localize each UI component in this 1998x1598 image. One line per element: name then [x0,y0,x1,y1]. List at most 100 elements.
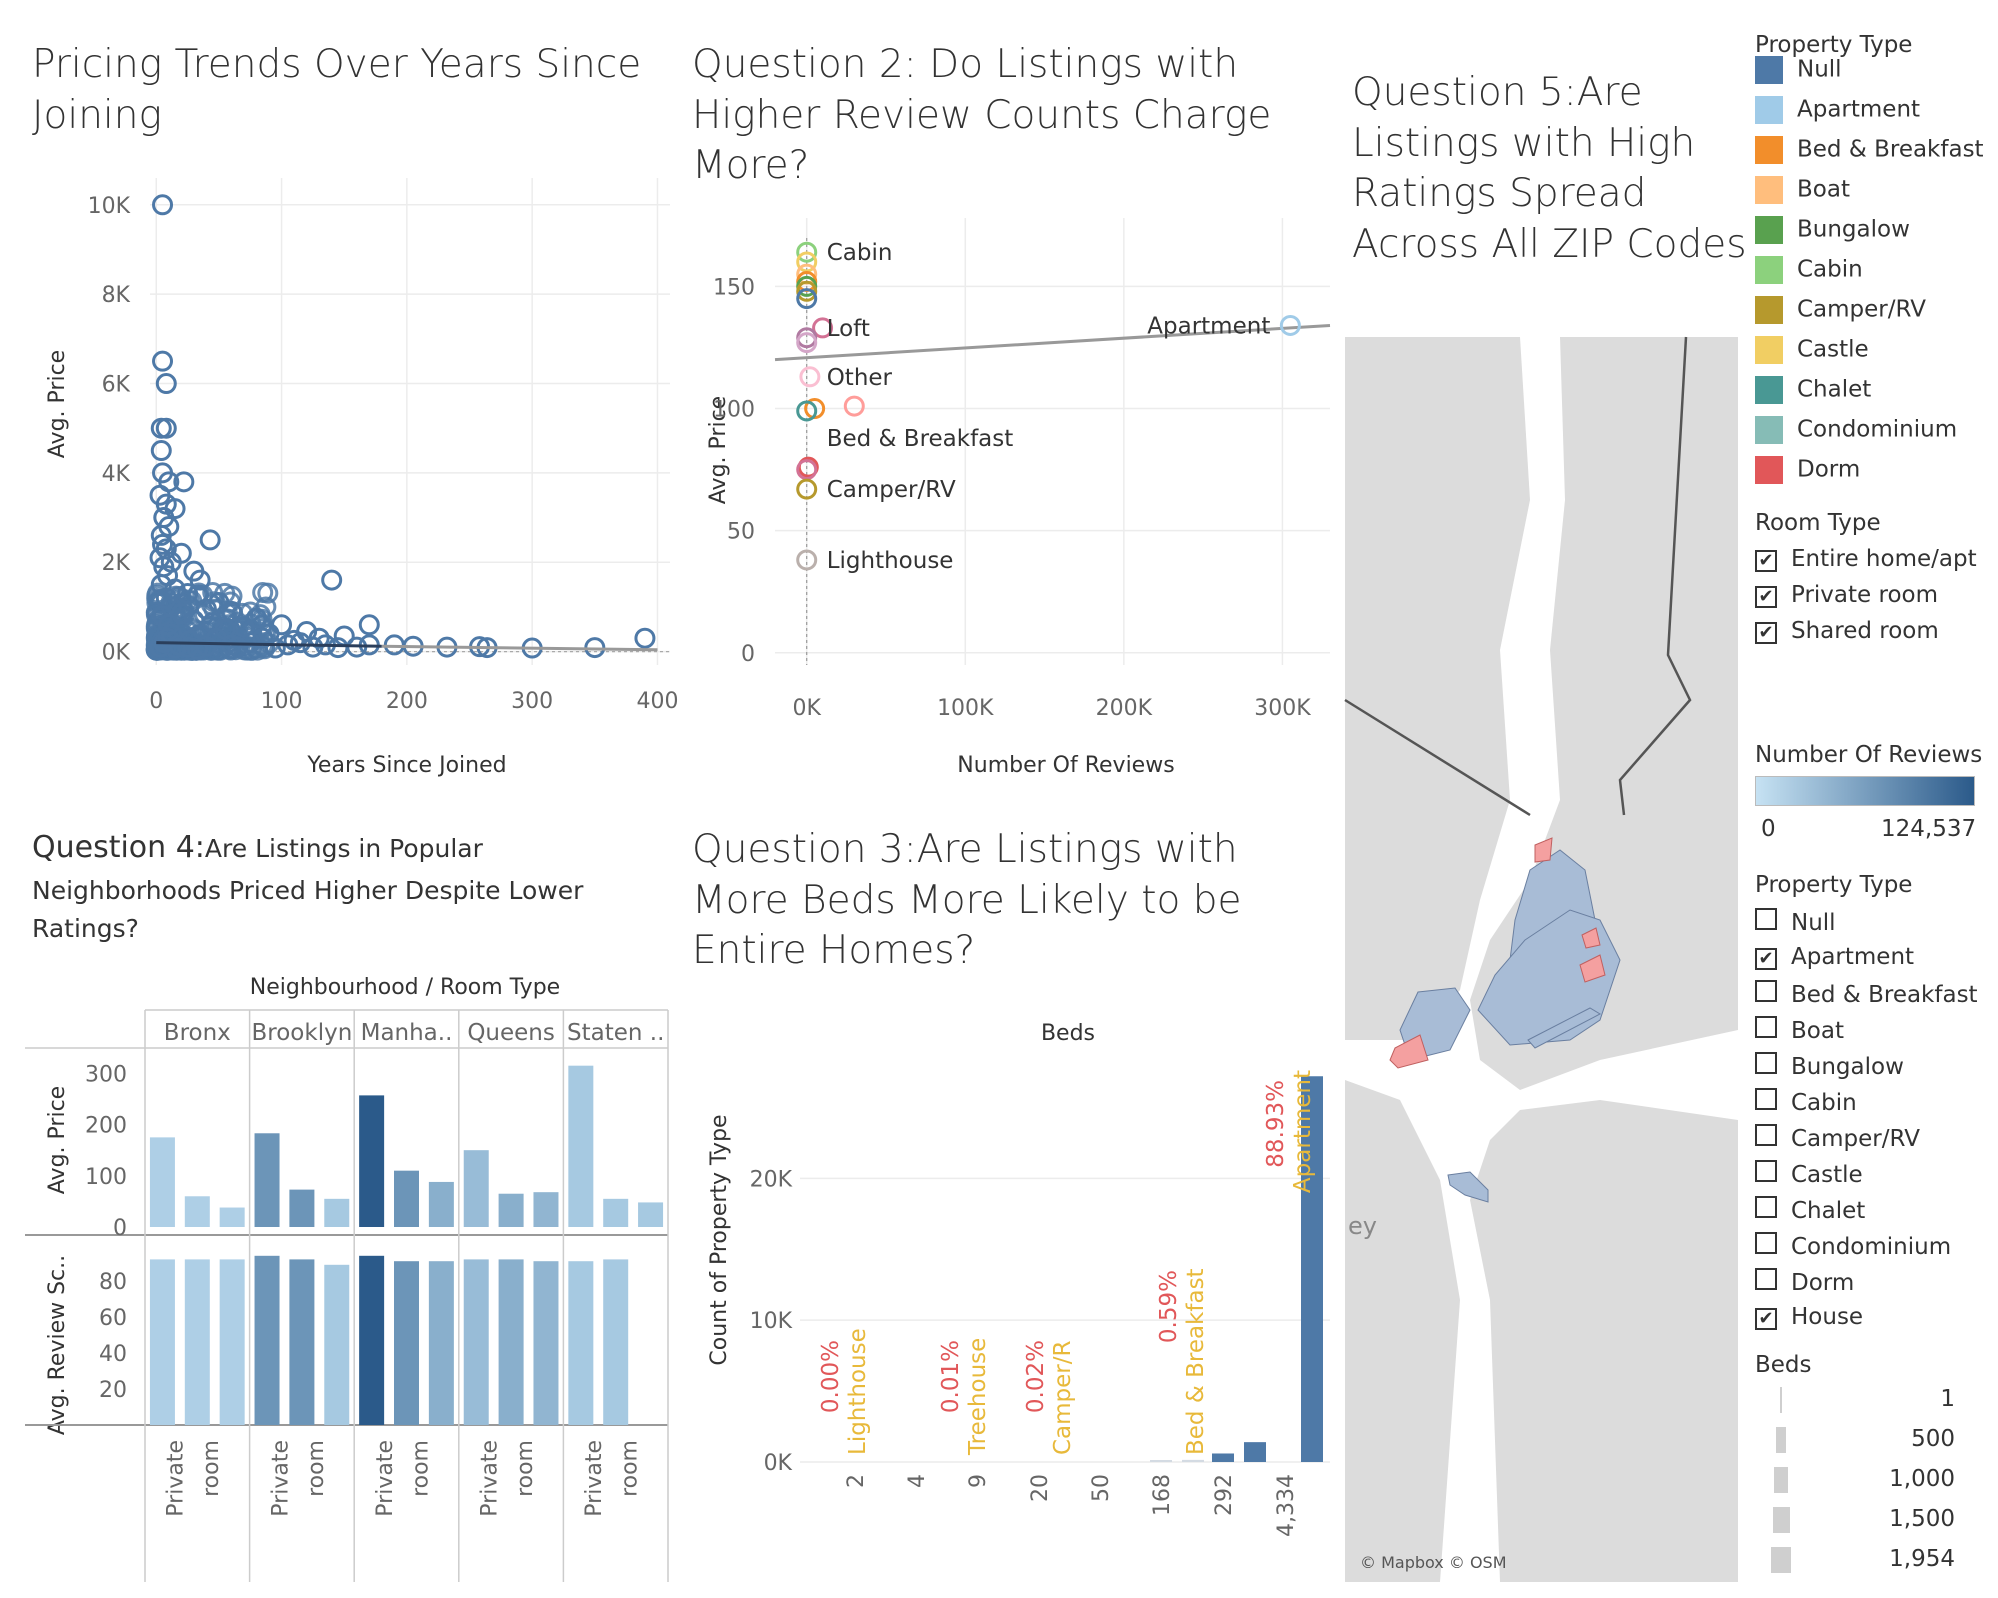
beds-legend-label: 1,500 [1889,1506,1955,1532]
filter-item[interactable]: Dorm [1755,1268,1854,1296]
filter-item[interactable]: ✔ House [1755,1304,1863,1330]
zip-code-map[interactable]: ey © Mapbox © OSM [1344,336,1738,1582]
reviews-legend-title: Number Of Reviews [1755,742,1983,768]
property-legend-item[interactable]: Bed & Breakfast [1755,136,1984,164]
q2-point [796,280,818,302]
filter-item[interactable]: ✔ Entire home/apt [1755,546,1977,572]
checkbox[interactable] [1755,1268,1777,1290]
property-legend-item[interactable]: Condominium [1755,416,1957,444]
zip-rockaway[interactable] [1527,1007,1602,1049]
legend-swatch [1755,416,1783,444]
zip-staten-south[interactable] [1389,1034,1429,1069]
checkbox[interactable]: ✔ [1755,550,1777,572]
q2-xlabel: Number Of Reviews [957,753,1174,778]
checkbox[interactable]: ✔ [1755,586,1777,608]
q1-point [205,627,227,649]
q4-room-label: room [618,1440,643,1497]
filter-item[interactable]: Null [1755,908,1836,936]
zip-queens-red[interactable] [1579,954,1606,983]
q1-y-tick: 0K [102,641,131,666]
map-zip-clusters[interactable] [1389,837,1621,1203]
legend-label: Chalet [1797,376,1872,403]
legend-label: Bungalow [1797,216,1910,243]
map-attribution[interactable]: © Mapbox © OSM [1360,1553,1507,1572]
q1-point [634,627,656,649]
property-legend-item[interactable]: Castle [1755,336,1869,364]
legend-swatch [1755,216,1783,244]
room-type-filter[interactable]: Room Type ✔ Entire home/apt ✔ Private room ✔… [1755,510,1991,660]
property-legend-title: Property Type [1755,32,1913,58]
filter-item[interactable]: Bungalow [1755,1052,1904,1080]
zip-north-red[interactable] [1534,837,1553,863]
q1-point [227,636,249,658]
q2-y-tick: 150 [713,275,755,300]
checkbox[interactable] [1755,1232,1777,1254]
map-label: ey [1348,1212,1377,1240]
checkbox[interactable] [1755,908,1777,930]
property-legend-item[interactable]: Apartment [1755,96,1920,124]
checkbox[interactable]: ✔ [1755,948,1777,970]
q4-room-label: Private [164,1440,189,1517]
checkbox[interactable] [1755,1160,1777,1182]
q1-point [321,569,343,591]
filter-item[interactable]: Boat [1755,1016,1844,1044]
q3-title: Question 3:Are Listings with More Beds M… [692,827,1242,974]
filter-item[interactable]: Castle [1755,1160,1863,1188]
checkbox[interactable] [1755,980,1777,1002]
q4-review-bar [149,1259,175,1425]
q2-point [796,400,818,422]
q1-point [220,600,242,622]
property-legend-item[interactable]: Dorm [1755,456,1860,484]
filter-label: Condominium [1791,1234,1952,1260]
filter-item[interactable]: ✔ Apartment [1755,944,1914,970]
filter-item[interactable]: ✔ Shared room [1755,618,1939,644]
zip-li-blob[interactable] [1447,1171,1489,1203]
property-legend-item[interactable]: Chalet [1755,376,1871,404]
filter-label: Boat [1791,1018,1844,1044]
checkbox[interactable]: ✔ [1755,1308,1777,1330]
filter-item[interactable]: Condominium [1755,1232,1951,1260]
q1-y-tick: 2K [102,551,131,576]
filter-item[interactable]: Camper/RV [1755,1124,1920,1152]
filter-item[interactable]: ✔ Private room [1755,582,1938,608]
q3-header: Beds [1041,1021,1095,1046]
checkbox[interactable] [1755,1052,1777,1074]
zip-queens-red-2[interactable] [1581,927,1601,949]
q4-price-bar [463,1150,489,1227]
beds-legend-title: Beds [1755,1352,1812,1378]
beds-size-mark [1771,1546,1791,1573]
q4-price-bar [359,1095,385,1227]
checkbox[interactable] [1755,1088,1777,1110]
checkbox[interactable] [1755,1124,1777,1146]
property-type-color-legend[interactable]: Property Type Null Apartment Bed & Breakfa… [1755,32,1991,484]
q3-annotation-pct: 0.00% [818,1340,844,1413]
q4-price-bar [428,1181,454,1227]
q1-point [252,581,274,603]
q4-row2-label: Avg. Review Sc.. [45,1255,70,1435]
q3-bar [1212,1453,1234,1462]
filter-item[interactable]: Chalet [1755,1196,1865,1224]
q4-neighbourhood-header: Staten .. [567,1020,664,1046]
q2-x-tick: 200K [1096,696,1153,721]
q2-point [843,395,865,417]
q4-bar-chart: Neighbourhood / Room Type Avg. Price Avg… [25,975,669,1582]
filter-item[interactable]: Bed & Breakfast [1755,980,1978,1008]
property-legend-item[interactable]: Camper/RV [1755,296,1926,324]
property-legend-item[interactable]: Bungalow [1755,216,1910,244]
filter-label: Bed & Breakfast [1791,982,1978,1008]
q3-x-tick: 2 [844,1474,869,1488]
filter-item[interactable]: Cabin [1755,1088,1857,1116]
property-legend-item[interactable]: Cabin [1755,256,1863,284]
checkbox[interactable] [1755,1196,1777,1218]
q1-x-tick: 400 [636,689,678,714]
property-legend-item[interactable]: Null [1755,56,1842,84]
q3-ylabel: Count of Property Type [707,1114,732,1365]
property-legend-item[interactable]: Boat [1755,176,1850,204]
map-state-border-east [1618,336,1692,816]
checkbox[interactable]: ✔ [1755,622,1777,644]
checkbox[interactable] [1755,1016,1777,1038]
q1-point [150,524,172,546]
property-type-filter[interactable]: Property Type Null ✔ Apartment Bed & Breakf… [1755,872,1991,1332]
q4-price-bar [289,1189,315,1227]
